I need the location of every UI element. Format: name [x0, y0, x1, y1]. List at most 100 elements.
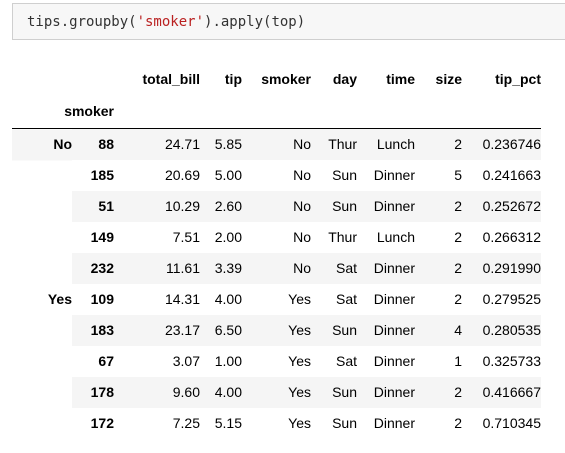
code-string-literal: 'smoker' [136, 14, 205, 30]
table-cell: 0.325733 [482, 353, 541, 369]
column-header: day [332, 71, 357, 87]
table-cell: 14.31 [164, 291, 200, 307]
code-prefix: tips.groupby( [27, 14, 137, 30]
table-cell: 4 [454, 322, 462, 338]
table-cell: No [293, 198, 311, 214]
table-cell: 20.69 [164, 167, 200, 183]
column-header-row: total_bill tip smoker day time size tip_… [12, 64, 541, 95]
table-cell: No [293, 229, 311, 245]
table-cell: 0.710345 [482, 415, 541, 431]
column-header: time [386, 71, 415, 87]
table-cell: 2 [454, 260, 462, 276]
table-cell: Dinner [373, 384, 415, 400]
header-blank [114, 95, 541, 129]
table-cell: 0.236746 [482, 136, 541, 152]
table-cell: Yes [288, 291, 311, 307]
table-cell: 9.60 [172, 384, 200, 400]
index-name-header: smoker [64, 103, 114, 119]
row-index: 232 [90, 260, 114, 276]
row-index: 51 [98, 198, 114, 214]
table-cell: 2 [454, 415, 462, 431]
table-cell: 5.00 [214, 167, 242, 183]
table-cell: 0.291990 [482, 260, 541, 276]
table-cell: No [293, 136, 311, 152]
table-cell: Dinner [373, 198, 415, 214]
table-cell: 1.00 [214, 353, 242, 369]
table-cell: 23.17 [164, 322, 200, 338]
table-cell: Sun [332, 384, 357, 400]
column-header: smoker [261, 71, 311, 87]
table-row: 67 3.07 1.00 Yes Sat Dinner 1 0.325733 [12, 346, 541, 377]
table-cell: 5.15 [214, 415, 242, 431]
table-cell: Yes [288, 384, 311, 400]
table-row: Yes 109 14.31 4.00 Yes Sat Dinner 2 0.279525 [12, 284, 541, 439]
column-header: tip [224, 71, 242, 87]
table-row: 185 20.69 5.00 No Sun Dinner 5 0.241663 [12, 160, 541, 191]
table-cell: Yes [288, 322, 311, 338]
table-cell: 7.25 [172, 415, 200, 431]
index-header-row: smoker [12, 95, 541, 129]
row-index: 185 [90, 167, 114, 183]
table-cell: 2 [454, 384, 462, 400]
header-blank [72, 64, 114, 95]
table-cell: 2 [454, 198, 462, 214]
table-cell: 2 [454, 291, 462, 307]
code-suffix: ).apply(top) [204, 14, 306, 30]
row-index: 178 [90, 384, 114, 400]
code-input[interactable]: tips.groupby('smoker').apply(top) [27, 13, 305, 31]
table-cell: Dinner [373, 167, 415, 183]
column-header: size [435, 71, 462, 87]
table-cell: Lunch [376, 229, 415, 245]
table-cell: 0.266312 [482, 229, 541, 245]
table-row: 178 9.60 4.00 Yes Sun Dinner 2 0.416667 [12, 377, 541, 408]
table-cell: 0.241663 [482, 167, 541, 183]
table-cell: 2 [454, 136, 462, 152]
table-row: 232 11.61 3.39 No Sat Dinner 2 0.291990 [12, 253, 541, 284]
table-cell: 4.00 [214, 291, 242, 307]
row-index: 67 [98, 353, 114, 369]
table-cell: 6.50 [214, 322, 242, 338]
group-label: No [12, 128, 72, 284]
table-cell: 1 [454, 353, 462, 369]
code-cell[interactable]: tips.groupby('smoker').apply(top) [12, 3, 565, 40]
dataframe-output: total_bill tip smoker day time size tip_… [12, 64, 541, 439]
table-cell: Dinner [373, 415, 415, 431]
table-cell: Thur [328, 229, 357, 245]
table-cell: No [293, 260, 311, 276]
table-cell: Dinner [373, 260, 415, 276]
table-cell: Sun [332, 322, 357, 338]
table-cell: 5.85 [214, 136, 242, 152]
table-cell: Dinner [373, 353, 415, 369]
table-cell: 2.00 [214, 229, 242, 245]
table-cell: Dinner [373, 291, 415, 307]
table-cell: 3.39 [214, 260, 242, 276]
table-cell: Yes [288, 415, 311, 431]
table-row: 172 7.25 5.15 Yes Sun Dinner 2 0.710345 [12, 408, 541, 439]
table-cell: Sun [332, 167, 357, 183]
dataframe-body: No 88 24.71 5.85 No Thur Lunch 2 0.236746 185 20.6… [12, 128, 541, 439]
table-cell: 7.51 [172, 229, 200, 245]
table-row: No 88 24.71 5.85 No Thur Lunch 2 0.236746 [12, 128, 541, 284]
table-cell: No [293, 167, 311, 183]
row-index: 183 [90, 322, 114, 338]
column-header: tip_pct [495, 71, 541, 87]
table-cell: 24.71 [164, 136, 200, 152]
table-cell: Sat [335, 260, 357, 276]
row-index: 109 [90, 291, 114, 307]
table-cell: Lunch [376, 136, 415, 152]
table-cell: 0.416667 [482, 384, 541, 400]
column-header: total_bill [142, 71, 200, 87]
table-cell: 5 [454, 167, 462, 183]
table-row: 149 7.51 2.00 No Thur Lunch 2 0.266312 [12, 222, 541, 253]
table-cell: Sun [332, 198, 357, 214]
table-row: 183 23.17 6.50 Yes Sun Dinner 4 0.280535 [12, 315, 541, 346]
table-cell: Sat [335, 291, 357, 307]
row-index: 88 [98, 136, 114, 152]
table-cell: 11.61 [166, 260, 200, 276]
table-cell: 0.279525 [482, 291, 541, 307]
table-cell: 0.280535 [482, 322, 541, 338]
table-cell: 2 [454, 229, 462, 245]
table-cell: 3.07 [172, 353, 200, 369]
table-cell: Dinner [373, 322, 415, 338]
table-cell: 2.60 [214, 198, 242, 214]
